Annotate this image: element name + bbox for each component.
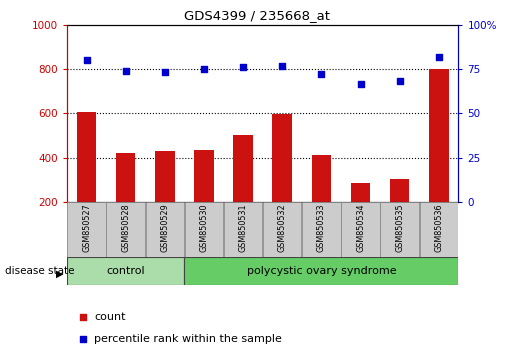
Point xyxy=(435,54,443,60)
Text: GDS4399 / 235668_at: GDS4399 / 235668_at xyxy=(184,9,331,22)
Text: GSM850534: GSM850534 xyxy=(356,204,365,252)
Bar xyxy=(155,151,175,202)
Text: GSM850531: GSM850531 xyxy=(238,204,248,252)
FancyBboxPatch shape xyxy=(185,202,223,257)
Point xyxy=(78,314,87,320)
Bar xyxy=(116,153,135,202)
Bar xyxy=(233,136,253,202)
FancyBboxPatch shape xyxy=(420,202,458,257)
FancyBboxPatch shape xyxy=(107,202,145,257)
FancyBboxPatch shape xyxy=(263,202,301,257)
FancyBboxPatch shape xyxy=(302,202,340,257)
Point xyxy=(200,66,208,72)
Point xyxy=(122,68,130,74)
FancyBboxPatch shape xyxy=(224,202,262,257)
Bar xyxy=(429,69,449,202)
FancyBboxPatch shape xyxy=(184,257,458,285)
FancyBboxPatch shape xyxy=(146,202,184,257)
Text: GSM850527: GSM850527 xyxy=(82,204,91,252)
Text: GSM850536: GSM850536 xyxy=(434,204,443,252)
Point xyxy=(78,336,87,342)
Bar xyxy=(390,178,409,202)
Text: GSM850528: GSM850528 xyxy=(121,204,130,252)
Text: percentile rank within the sample: percentile rank within the sample xyxy=(94,334,282,344)
FancyBboxPatch shape xyxy=(381,202,419,257)
FancyBboxPatch shape xyxy=(67,257,184,285)
Point xyxy=(317,71,325,77)
Bar xyxy=(77,112,96,202)
Text: GSM850535: GSM850535 xyxy=(395,204,404,252)
Point xyxy=(239,64,247,70)
Point xyxy=(356,81,365,87)
Text: control: control xyxy=(107,266,145,276)
Text: ▶: ▶ xyxy=(56,268,63,278)
Bar xyxy=(351,183,370,202)
Text: GSM850533: GSM850533 xyxy=(317,204,326,252)
Point xyxy=(161,69,169,75)
Text: GSM850529: GSM850529 xyxy=(160,204,169,252)
Bar xyxy=(194,150,214,202)
Text: GSM850532: GSM850532 xyxy=(278,204,287,252)
FancyBboxPatch shape xyxy=(67,202,106,257)
Text: disease state: disease state xyxy=(5,266,75,276)
Point xyxy=(82,57,91,63)
FancyBboxPatch shape xyxy=(341,202,380,257)
Text: GSM850530: GSM850530 xyxy=(199,204,209,252)
Bar xyxy=(272,114,292,202)
Text: count: count xyxy=(94,312,126,322)
Point xyxy=(396,78,404,84)
Text: polycystic ovary syndrome: polycystic ovary syndrome xyxy=(247,266,396,276)
Point xyxy=(278,64,286,69)
Bar xyxy=(312,155,331,202)
